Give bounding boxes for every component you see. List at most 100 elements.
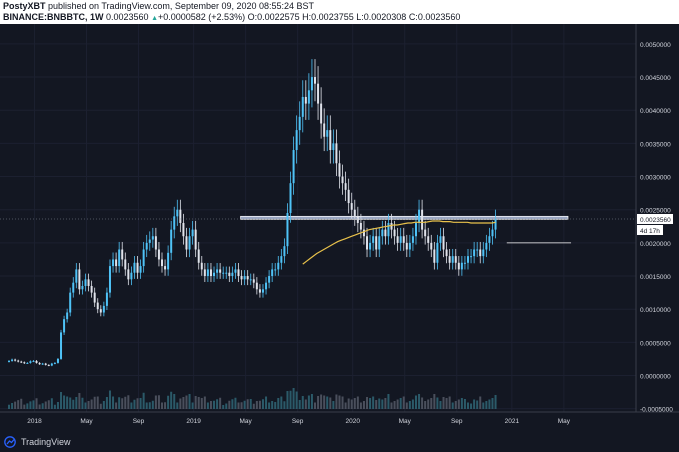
candle-body[interactable] bbox=[90, 285, 93, 293]
candle-body[interactable] bbox=[338, 163, 341, 177]
candle-body[interactable] bbox=[102, 305, 105, 313]
candle-body[interactable] bbox=[381, 229, 384, 237]
candle-body[interactable] bbox=[84, 279, 87, 286]
candle-body[interactable] bbox=[182, 222, 185, 237]
candle-body[interactable] bbox=[136, 262, 139, 273]
candle-body[interactable] bbox=[479, 249, 482, 257]
candle-body[interactable] bbox=[310, 77, 313, 91]
candle-body[interactable] bbox=[414, 222, 417, 237]
candle-body[interactable] bbox=[485, 242, 488, 250]
candle-body[interactable] bbox=[56, 358, 59, 363]
candle-body[interactable] bbox=[121, 249, 124, 260]
candle-body[interactable] bbox=[164, 266, 167, 270]
candle-body[interactable] bbox=[176, 209, 179, 217]
candle-body[interactable] bbox=[29, 361, 32, 363]
candle-body[interactable] bbox=[72, 282, 75, 293]
candle-body[interactable] bbox=[200, 262, 203, 270]
candle-body[interactable] bbox=[96, 302, 99, 310]
candle-body[interactable] bbox=[268, 276, 271, 283]
candle-body[interactable] bbox=[222, 272, 225, 274]
candle-body[interactable] bbox=[213, 272, 216, 277]
candle-body[interactable] bbox=[427, 236, 430, 243]
candle-body[interactable] bbox=[408, 242, 411, 250]
moving-average-line[interactable] bbox=[302, 220, 496, 265]
candle-body[interactable] bbox=[476, 249, 479, 251]
candle-body[interactable] bbox=[433, 249, 436, 263]
candle-body[interactable] bbox=[188, 236, 191, 250]
candle-body[interactable] bbox=[44, 363, 47, 365]
candle-body[interactable] bbox=[304, 96, 307, 104]
candle-body[interactable] bbox=[307, 90, 310, 104]
candle-body[interactable] bbox=[356, 216, 359, 223]
candle-body[interactable] bbox=[341, 176, 344, 184]
candle-body[interactable] bbox=[142, 249, 145, 267]
candle-body[interactable] bbox=[369, 242, 372, 250]
candle-body[interactable] bbox=[206, 269, 209, 277]
time-axis[interactable]: 2018 May Sep 2019 May Sep 2020 May Sep 2021 May bbox=[27, 418, 571, 425]
candle-body[interactable] bbox=[396, 236, 399, 243]
candle-body[interactable] bbox=[63, 319, 66, 333]
candle-body[interactable] bbox=[470, 256, 473, 258]
candle-body[interactable] bbox=[411, 236, 414, 243]
candle-body[interactable] bbox=[265, 282, 268, 290]
candle-body[interactable] bbox=[99, 309, 102, 313]
candle-body[interactable] bbox=[14, 359, 17, 361]
candle-body[interactable] bbox=[347, 189, 350, 204]
candle-body[interactable] bbox=[157, 249, 160, 260]
candle-body[interactable] bbox=[173, 216, 176, 230]
candle-body[interactable] bbox=[231, 272, 234, 277]
candle-body[interactable] bbox=[154, 236, 157, 250]
candle-body[interactable] bbox=[50, 363, 53, 366]
candle-body[interactable] bbox=[292, 150, 295, 184]
candle-body[interactable] bbox=[274, 269, 277, 271]
candle-body[interactable] bbox=[145, 242, 148, 250]
candle-body[interactable] bbox=[240, 276, 243, 280]
candle-body[interactable] bbox=[439, 236, 442, 243]
candle-body[interactable] bbox=[301, 96, 304, 117]
candle-body[interactable] bbox=[225, 272, 228, 274]
candle-body[interactable] bbox=[17, 360, 20, 362]
candle-body[interactable] bbox=[203, 269, 206, 277]
candle-body[interactable] bbox=[252, 279, 255, 283]
candle-body[interactable] bbox=[372, 236, 375, 243]
candle-body[interactable] bbox=[197, 249, 200, 263]
author-name[interactable]: PostyXBT bbox=[3, 1, 46, 11]
symbol-label[interactable]: BINANCE:BNBBTC, 1W bbox=[3, 12, 106, 22]
candle-body[interactable] bbox=[53, 362, 56, 364]
candle-body[interactable] bbox=[430, 242, 433, 250]
candle-body[interactable] bbox=[467, 256, 469, 263]
price-axis[interactable]: 0.0050000 0.0045000 0.0040000 0.0035000 0.00… bbox=[640, 42, 673, 414]
candle-body[interactable] bbox=[421, 209, 424, 230]
candle-body[interactable] bbox=[216, 269, 219, 273]
candle-body[interactable] bbox=[387, 222, 390, 237]
candle-body[interactable] bbox=[402, 236, 405, 243]
candle-body[interactable] bbox=[249, 279, 252, 281]
candle-body[interactable] bbox=[191, 229, 194, 237]
candle-body[interactable] bbox=[130, 272, 133, 280]
candle-body[interactable] bbox=[283, 246, 286, 257]
candle-body[interactable] bbox=[457, 262, 460, 270]
candle-body[interactable] bbox=[295, 130, 298, 151]
candle-body[interactable] bbox=[332, 143, 335, 151]
candle-body[interactable] bbox=[353, 209, 356, 217]
candle-body[interactable] bbox=[20, 361, 23, 363]
candle-body[interactable] bbox=[47, 364, 50, 366]
resistance-zone[interactable] bbox=[240, 215, 569, 220]
candle-body[interactable] bbox=[161, 259, 163, 267]
candle-body[interactable] bbox=[442, 236, 445, 250]
candle-body[interactable] bbox=[399, 236, 402, 243]
candle-body[interactable] bbox=[494, 218, 497, 230]
candle-body[interactable] bbox=[448, 256, 451, 263]
candle-body[interactable] bbox=[378, 236, 381, 250]
candle-body[interactable] bbox=[255, 282, 258, 290]
candle-body[interactable] bbox=[228, 272, 231, 277]
candle-body[interactable] bbox=[151, 236, 154, 240]
candle-body[interactable] bbox=[463, 262, 466, 264]
candle-body[interactable] bbox=[261, 289, 264, 293]
candle-body[interactable] bbox=[118, 249, 121, 267]
candle-body[interactable] bbox=[314, 77, 316, 84]
chart-area[interactable]: 0.0050000 0.0045000 0.0040000 0.0035000 0.00… bbox=[0, 24, 679, 432]
candle-body[interactable] bbox=[139, 266, 142, 273]
candle-body[interactable] bbox=[194, 229, 197, 250]
candle-body[interactable] bbox=[454, 256, 457, 263]
